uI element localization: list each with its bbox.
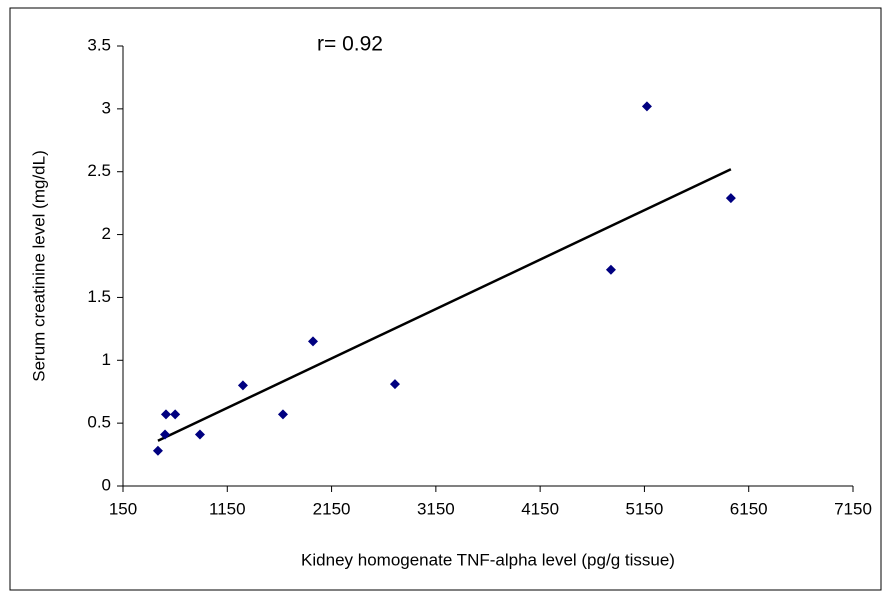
x-axis-label: Kidney homogenate TNF-alpha level (pg/g … [301, 550, 675, 569]
y-tick-label: 2.5 [87, 161, 111, 180]
y-tick-label: 1.5 [87, 287, 111, 306]
point [160, 429, 171, 440]
x-tick-label: 3150 [417, 499, 455, 518]
y-tick-label: 0.5 [87, 413, 111, 432]
point [725, 193, 736, 204]
point [170, 409, 181, 420]
y-axis-label: Serum creatinine level (mg/dL) [29, 150, 48, 381]
point [160, 409, 171, 420]
point [237, 380, 248, 391]
point [152, 445, 163, 456]
y-tick-label: 3.5 [87, 35, 111, 54]
x-tick-label: 1150 [209, 499, 246, 518]
point [277, 409, 288, 420]
annotation: r= 0.92 [317, 33, 383, 56]
chart-border [9, 7, 882, 591]
trendline [157, 168, 732, 442]
y-tick-label: 0 [102, 475, 111, 494]
point [641, 101, 652, 112]
point [308, 336, 319, 347]
x-tick-label: 4150 [521, 499, 559, 518]
point [389, 379, 400, 390]
x-tick-label: 6150 [730, 499, 768, 518]
point [194, 429, 205, 440]
x-tick-label: 150 [109, 499, 137, 518]
y-tick-label: 3 [102, 98, 111, 117]
y-tick-label: 2 [102, 224, 111, 243]
x-tick-label: 5150 [626, 499, 664, 518]
x-tick-label: 7150 [834, 499, 872, 518]
x-tick-label: 2150 [313, 499, 351, 518]
y-tick-label: 1 [102, 350, 111, 369]
point [605, 264, 616, 275]
